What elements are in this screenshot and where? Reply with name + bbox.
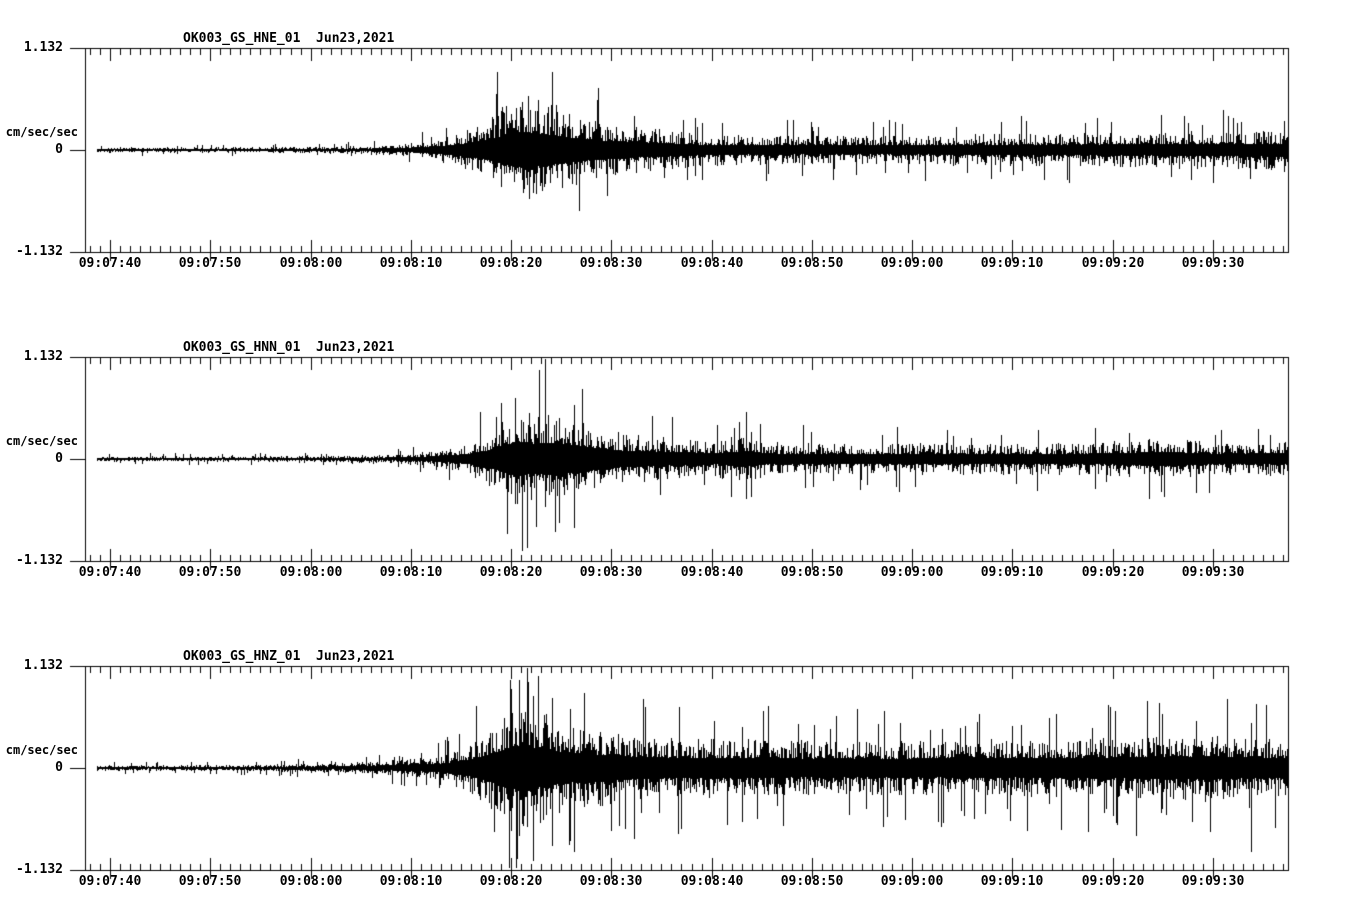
y-axis-unit-HNN: cm/sec/sec (5, 434, 78, 448)
xtick-label-HNE-4: 09:08:20 (479, 256, 543, 271)
xtick-label-HNZ-9: 09:09:10 (980, 874, 1044, 889)
xtick-label-HNZ-4: 09:08:20 (479, 874, 543, 889)
xtick-label-HNZ-3: 09:08:10 (379, 874, 443, 889)
xtick-label-HNN-4: 09:08:20 (479, 565, 543, 580)
ytick-label-min-HNZ: -1.132 (16, 862, 63, 877)
ytick-label-max-HNN: 1.132 (23, 349, 63, 364)
xtick-label-HNE-0: 09:07:40 (78, 256, 142, 271)
xtick-label-HNE-7: 09:08:50 (780, 256, 844, 271)
xtick-label-HNN-11: 09:09:30 (1181, 565, 1245, 580)
xtick-label-HNZ-6: 09:08:40 (680, 874, 744, 889)
xtick-label-HNE-9: 09:09:10 (980, 256, 1044, 271)
xtick-label-HNN-10: 09:09:20 (1081, 565, 1145, 580)
ytick-label-min-HNE: -1.132 (16, 244, 63, 259)
xtick-label-HNZ-0: 09:07:40 (78, 874, 142, 889)
ytick-label-max-HNZ: 1.132 (23, 658, 63, 673)
xtick-label-HNZ-10: 09:09:20 (1081, 874, 1145, 889)
ytick-label-max-HNE: 1.132 (23, 40, 63, 55)
xtick-label-HNN-7: 09:08:50 (780, 565, 844, 580)
xtick-label-HNE-6: 09:08:40 (680, 256, 744, 271)
xtick-label-HNE-2: 09:08:00 (279, 256, 343, 271)
y-axis-unit-HNE: cm/sec/sec (5, 125, 78, 139)
xtick-label-HNE-11: 09:09:30 (1181, 256, 1245, 271)
xtick-label-HNZ-2: 09:08:00 (279, 874, 343, 889)
xtick-label-HNE-1: 09:07:50 (178, 256, 242, 271)
ytick-label-zero-HNE: 0 (55, 142, 63, 157)
xtick-label-HNE-5: 09:08:30 (579, 256, 643, 271)
xtick-label-HNE-10: 09:09:20 (1081, 256, 1145, 271)
xtick-label-HNN-0: 09:07:40 (78, 565, 142, 580)
ytick-label-min-HNN: -1.132 (16, 553, 63, 568)
xtick-label-HNN-3: 09:08:10 (379, 565, 443, 580)
panel-title-HNN: OK003_GS_HNN_01 Jun23,2021 (183, 340, 395, 355)
xtick-label-HNE-8: 09:09:00 (880, 256, 944, 271)
xtick-label-HNN-5: 09:08:30 (579, 565, 643, 580)
panel-title-HNE: OK003_GS_HNE_01 Jun23,2021 (183, 31, 395, 46)
xtick-label-HNN-2: 09:08:00 (279, 565, 343, 580)
y-axis-unit-HNZ: cm/sec/sec (5, 743, 78, 757)
xtick-label-HNN-9: 09:09:10 (980, 565, 1044, 580)
xtick-label-HNE-3: 09:08:10 (379, 256, 443, 271)
xtick-label-HNZ-11: 09:09:30 (1181, 874, 1245, 889)
xtick-label-HNN-8: 09:09:00 (880, 565, 944, 580)
xtick-label-HNZ-1: 09:07:50 (178, 874, 242, 889)
panel-title-HNZ: OK003_GS_HNZ_01 Jun23,2021 (183, 649, 395, 664)
xtick-label-HNZ-5: 09:08:30 (579, 874, 643, 889)
ytick-label-zero-HNN: 0 (55, 451, 63, 466)
ytick-label-zero-HNZ: 0 (55, 760, 63, 775)
xtick-label-HNZ-7: 09:08:50 (780, 874, 844, 889)
xtick-label-HNN-1: 09:07:50 (178, 565, 242, 580)
xtick-label-HNN-6: 09:08:40 (680, 565, 744, 580)
xtick-label-HNZ-8: 09:09:00 (880, 874, 944, 889)
